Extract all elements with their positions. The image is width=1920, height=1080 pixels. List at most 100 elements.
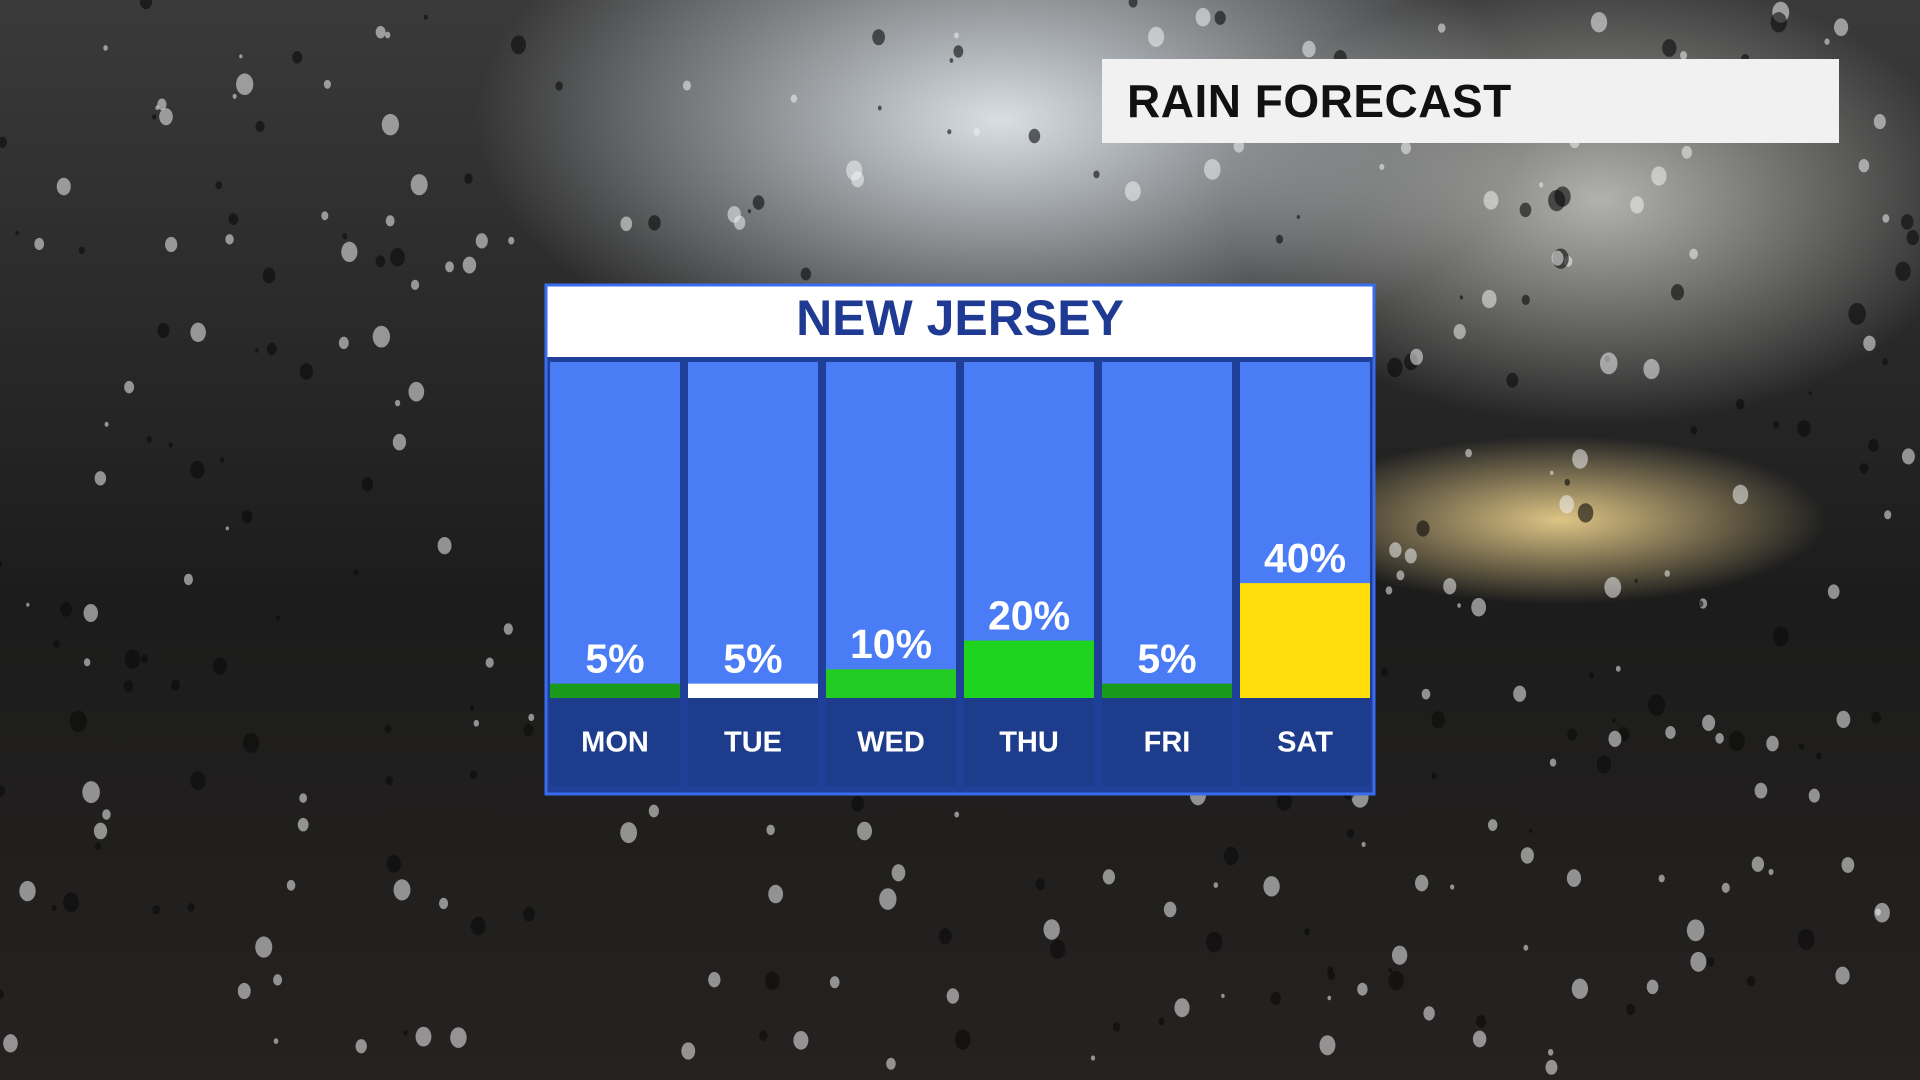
raindrop (34, 237, 45, 251)
raindrop (1884, 510, 1892, 520)
raindrop (384, 31, 391, 39)
raindrop (1049, 939, 1066, 959)
raindrop (1658, 874, 1665, 883)
raindrop (338, 336, 349, 350)
raindrop (1158, 1017, 1165, 1026)
raindrop (255, 348, 259, 353)
raindrop (949, 58, 954, 63)
bar (550, 683, 680, 698)
raindrop (0, 561, 3, 567)
raindrop (511, 35, 527, 55)
raindrop (1643, 358, 1660, 380)
raindrop (682, 80, 691, 91)
raindrop (1519, 202, 1532, 218)
raindrop (225, 526, 229, 531)
raindrop (1612, 718, 1616, 724)
raindrop (403, 1030, 408, 1036)
raindrop (1270, 991, 1281, 1005)
raindrop (19, 880, 36, 902)
raindrop (954, 1029, 971, 1050)
raindrop (877, 105, 882, 111)
raindrop (410, 174, 428, 196)
raindrop (1634, 578, 1638, 583)
raindrop (228, 213, 239, 226)
raindrop (1564, 478, 1571, 486)
raindrop (1389, 542, 1402, 558)
raindrop (1646, 979, 1659, 995)
value-label: 20% (988, 592, 1070, 638)
raindrop (768, 884, 784, 904)
raindrop (1453, 323, 1466, 340)
raindrop (1833, 18, 1849, 37)
raindrop (146, 435, 152, 443)
raindrop (236, 73, 254, 96)
bar (1240, 583, 1370, 698)
bar (964, 640, 1094, 698)
day-cell (826, 698, 956, 786)
raindrop (423, 14, 428, 20)
raindrop (473, 719, 480, 727)
raindrop (793, 1030, 809, 1050)
raindrop (104, 421, 109, 427)
chart-title: NEW JERSEY (796, 290, 1124, 346)
day-cell (688, 698, 818, 786)
raindrop (165, 236, 178, 253)
raindrop (464, 173, 473, 185)
raindrop (1599, 352, 1618, 375)
raindrop (1697, 600, 1704, 608)
raindrop (82, 781, 100, 804)
raindrop (1798, 743, 1805, 750)
raindrop (1670, 284, 1685, 301)
raindrop (1263, 876, 1280, 897)
raindrop (946, 988, 960, 1004)
value-label: 5% (585, 635, 644, 681)
raindrop (1437, 23, 1446, 33)
raindrop (1572, 449, 1588, 469)
raindrop (232, 93, 237, 99)
column-background (688, 362, 818, 698)
raindrop (1528, 828, 1533, 834)
raindrop (790, 94, 798, 103)
raindrop (215, 181, 223, 190)
raindrop (528, 713, 535, 722)
raindrop (1686, 919, 1705, 942)
raindrop (765, 971, 780, 991)
raindrop (386, 854, 401, 873)
raindrop (286, 879, 296, 891)
raindrop (266, 342, 277, 356)
raindrop (1379, 163, 1385, 171)
raindrop (1550, 470, 1554, 476)
raindrop (262, 267, 276, 284)
raindrop (800, 267, 812, 281)
raindrop (620, 822, 638, 844)
raindrop (1732, 484, 1749, 505)
raindrop (1163, 901, 1177, 918)
raindrop (1906, 229, 1919, 246)
raindrop (1043, 919, 1060, 940)
raindrop (1361, 841, 1366, 848)
raindrop (1571, 978, 1589, 999)
raindrop (1772, 626, 1789, 647)
raindrop (1450, 884, 1455, 890)
raindrop (851, 795, 864, 812)
raindrop (1545, 1059, 1558, 1075)
raindrop (187, 903, 195, 912)
raindrop (508, 236, 515, 245)
raindrop (1431, 711, 1446, 729)
raindrop (681, 1042, 696, 1060)
raindrop (95, 842, 102, 851)
raindrop (1754, 782, 1768, 799)
raindrop (1824, 38, 1830, 45)
raindrop (342, 233, 348, 240)
raindrop (171, 679, 181, 691)
raindrop (503, 623, 513, 635)
raindrop (1521, 294, 1530, 305)
raindrop (0, 989, 4, 1000)
raindrop (239, 54, 243, 59)
raindrop (375, 255, 386, 268)
raindrop (1388, 970, 1404, 991)
column-background (826, 362, 956, 698)
day-cell (964, 698, 1094, 786)
raindrop (83, 658, 91, 667)
